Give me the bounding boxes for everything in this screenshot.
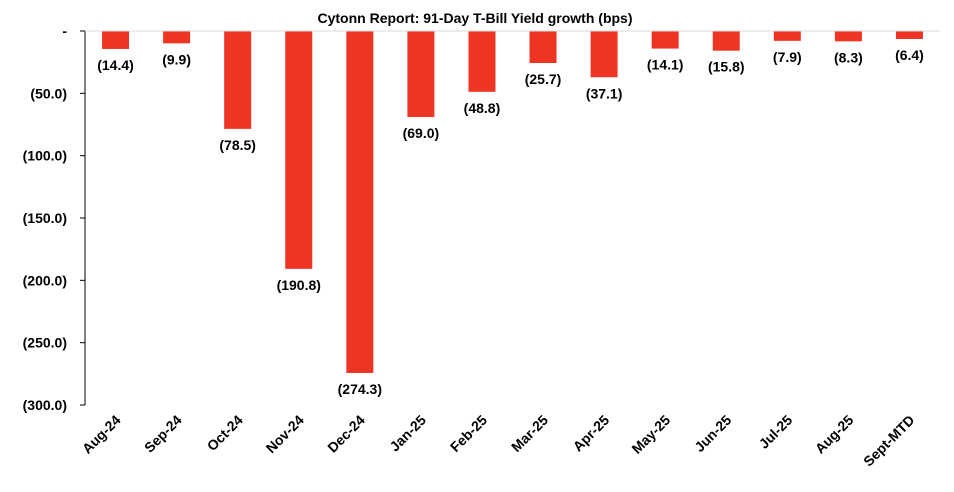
category-label-5: Jan-25 <box>386 412 429 455</box>
data-label-3: (190.8) <box>277 277 321 293</box>
labels-layer: (14.4) Aug-24 (9.9) Sep-24 (78.5) Oct-24 (190.… <box>79 47 924 469</box>
bar-4 <box>346 31 374 373</box>
y-tick-label-5: (250.0) <box>23 335 67 351</box>
bar-8 <box>590 31 618 78</box>
data-label-1: (9.9) <box>162 51 191 67</box>
data-label-13: (6.4) <box>895 47 924 63</box>
axis-layer: - (50.0) (100.0) (150.0) (200.0) (250.0) (300.… <box>23 23 940 413</box>
bar-12 <box>834 31 862 42</box>
data-label-2: (78.5) <box>219 137 256 153</box>
y-tick-label-1: (50.0) <box>30 85 67 101</box>
category-label-1: Sep-24 <box>141 412 185 456</box>
y-tick-label-2: (100.0) <box>23 148 67 164</box>
bar-1 <box>163 31 191 44</box>
data-label-7: (25.7) <box>525 71 562 87</box>
bar-11 <box>773 31 801 41</box>
category-label-13: Sept-MTD <box>860 412 918 470</box>
data-label-5: (69.0) <box>403 125 440 141</box>
bar-5 <box>407 31 435 118</box>
y-tick-label-4: (200.0) <box>23 272 67 288</box>
data-label-6: (48.8) <box>464 100 501 116</box>
category-label-11: Jul-25 <box>756 412 796 452</box>
y-tick-label-0: - <box>62 23 67 39</box>
category-label-12: Aug-25 <box>812 412 857 457</box>
data-label-10: (15.8) <box>708 59 745 75</box>
data-label-11: (7.9) <box>773 49 802 65</box>
chart-title: Cytonn Report: 91-Day T-Bill Yield growt… <box>317 10 632 26</box>
bar-13 <box>895 31 923 39</box>
category-label-7: Mar-25 <box>508 412 551 455</box>
category-label-6: Feb-25 <box>447 412 490 455</box>
bar-3 <box>285 31 313 269</box>
bar-10 <box>712 31 740 51</box>
category-label-10: Jun-25 <box>691 412 734 455</box>
category-label-8: Apr-25 <box>570 412 613 455</box>
data-label-0: (14.4) <box>97 57 134 73</box>
bars-layer <box>102 31 923 373</box>
data-label-4: (274.3) <box>338 381 382 397</box>
category-label-4: Dec-24 <box>324 412 368 456</box>
bar-6 <box>468 31 496 92</box>
bar-0 <box>102 31 130 49</box>
bar-9 <box>651 31 679 49</box>
category-label-9: May-25 <box>628 412 673 457</box>
category-label-2: Oct-24 <box>204 412 246 454</box>
y-tick-label-3: (150.0) <box>23 210 67 226</box>
data-label-8: (37.1) <box>586 85 623 101</box>
category-label-0: Aug-24 <box>79 412 124 457</box>
bar-2 <box>224 31 252 129</box>
data-label-12: (8.3) <box>834 49 863 65</box>
category-label-3: Nov-24 <box>263 412 307 456</box>
data-label-9: (14.1) <box>647 57 684 73</box>
bar-7 <box>529 31 557 64</box>
y-tick-label-6: (300.0) <box>23 397 67 413</box>
